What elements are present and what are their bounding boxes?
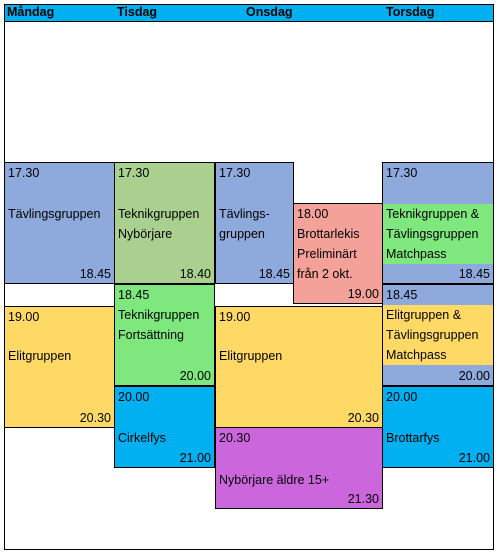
end-time: 18.45: [79, 267, 111, 281]
end-time: 21.00: [179, 451, 211, 465]
start-time: 18.00: [297, 207, 329, 221]
end-time: 20.30: [79, 411, 111, 425]
activity-line: Matchpass: [386, 247, 447, 261]
day-wednesday: Onsdag: [246, 5, 293, 19]
start-time: 17.30: [118, 166, 150, 180]
start-time: 20.30: [219, 431, 251, 445]
end-time: 18.45: [258, 267, 290, 281]
start-time: 17.30: [8, 166, 40, 180]
activity-line: Teknikgruppen &: [386, 207, 480, 221]
activity-line: gruppen: [219, 227, 265, 241]
block-wednesday-brottarlekis: 18.00 Brottarlekis Preliminärt från 2 ok…: [293, 203, 383, 304]
end-time: 18.45: [458, 267, 490, 281]
start-time: 17.30: [219, 166, 251, 180]
block-monday-tavlingsgruppen: 17.30 Tävlingsgruppen 18.45: [4, 162, 115, 284]
activity-line: Tävlingsgruppen: [8, 207, 101, 221]
activity-line: från 2 okt.: [297, 267, 353, 281]
block-thursday-brottarfys: 20.00 Brottarfys 21.00: [382, 386, 494, 468]
activity-line: Elitgruppen: [219, 349, 283, 363]
end-time: 19.00: [347, 287, 379, 301]
activity-line: Fortsättning: [118, 328, 185, 342]
start-time: 19.00: [8, 310, 40, 324]
matchpass-highlight: [383, 204, 493, 264]
activity-line: Brottarfys: [386, 431, 440, 445]
day-header-row: [4, 4, 494, 22]
block-tuesday-cirkelfys: 20.00 Cirkelfys 21.00: [114, 386, 215, 468]
block-monday-elitgruppen: 19.00 Elitgruppen 20.30: [4, 306, 115, 428]
activity-line: Teknikgruppen: [118, 207, 200, 221]
block-thursday-elit-tavling-matchpass: 18.45 Elitgruppen & Tävlingsgruppen Matc…: [382, 284, 494, 386]
end-time: 21.30: [347, 492, 379, 506]
end-time: 21.00: [458, 451, 490, 465]
activity-line: Matchpass: [386, 348, 447, 362]
activity-line: Elitgruppen &: [386, 308, 462, 322]
activity-line: Brottarlekis: [297, 227, 360, 241]
activity-line: Cirkelfys: [118, 431, 166, 445]
activity-line: Nybörjare: [118, 227, 173, 241]
block-wednesday-elitgruppen: 19.00 Elitgruppen 20.30: [215, 306, 383, 428]
start-time: 20.00: [118, 390, 150, 404]
end-time: 18.40: [179, 267, 211, 281]
matchpass-highlight: [383, 305, 493, 365]
start-time: 18.45: [118, 288, 150, 302]
block-tuesday-teknik-fortsattning: 18.45 Teknikgruppen Fortsättning 20.00: [114, 284, 215, 386]
block-tuesday-teknik-nyborjare: 17.30 Teknikgruppen Nybörjare 18.40: [114, 162, 215, 284]
end-time: 20.00: [458, 369, 490, 383]
activity-line: Preliminärt: [297, 247, 357, 261]
start-time: 18.45: [386, 288, 418, 302]
day-tuesday: Tisdag: [117, 5, 158, 19]
start-time: 19.00: [219, 310, 251, 324]
end-time: 20.00: [179, 369, 211, 383]
start-time: 20.00: [386, 390, 418, 404]
activity-line: Tävlingsgruppen: [386, 328, 479, 342]
start-time: 17.30: [386, 166, 418, 180]
activity-line: Elitgruppen: [8, 349, 72, 363]
activity-line: Nybörjare äldre 15+: [219, 473, 330, 487]
activity-line: Tävlingsgruppen: [386, 227, 479, 241]
activity-line: Teknikgruppen: [118, 308, 200, 322]
block-wednesday-tavlingsgruppen: 17.30 Tävlings- gruppen 18.45: [215, 162, 294, 284]
day-monday: Måndag: [7, 5, 55, 19]
day-thursday: Torsdag: [386, 5, 435, 19]
block-wednesday-nyborjare-aldre: 20.30 Nybörjare äldre 15+ 21.30: [215, 427, 383, 509]
activity-line: Tävlings-: [219, 207, 270, 221]
block-thursday-teknik-tavling-matchpass: 17.30 Teknikgruppen & Tävlingsgruppen Ma…: [382, 162, 494, 284]
end-time: 20.30: [347, 411, 379, 425]
